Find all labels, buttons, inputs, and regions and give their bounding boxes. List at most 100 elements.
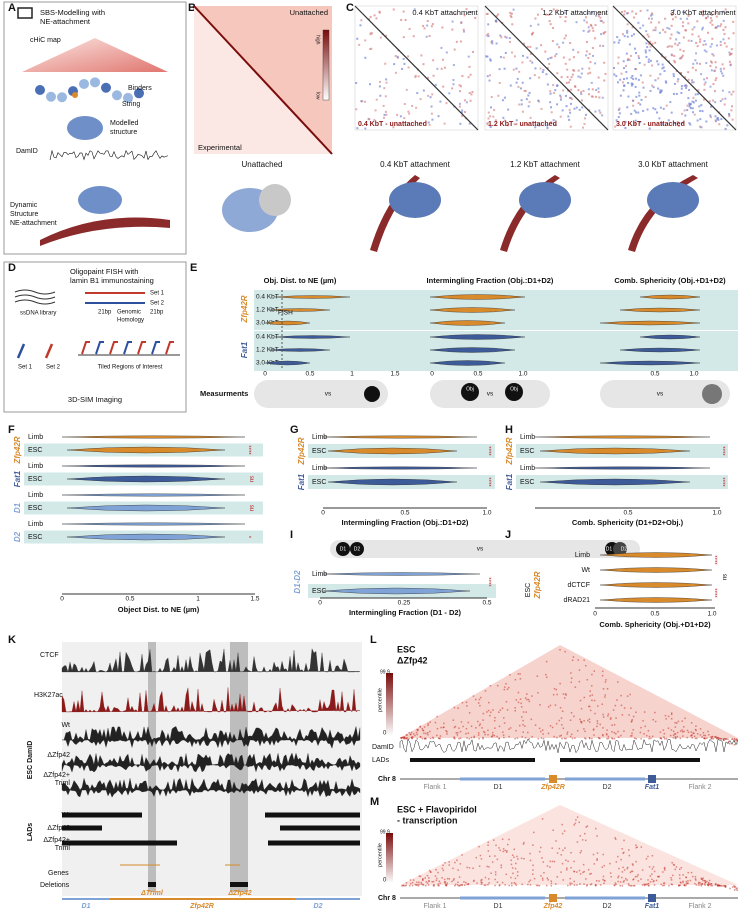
label: Limb	[312, 571, 327, 578]
label: ****	[716, 555, 722, 565]
diff-pixel	[552, 26, 555, 29]
modelled-structure	[67, 116, 103, 140]
diff-pixel	[722, 28, 725, 31]
diff-pixel	[408, 27, 411, 30]
diff-pixel	[696, 45, 699, 48]
diff-pixel	[704, 43, 707, 46]
diff-pixel	[699, 109, 702, 112]
diff-pixel	[668, 27, 671, 30]
diff-pixel	[710, 105, 713, 108]
diff-pixel	[515, 81, 518, 84]
hic-pixel	[427, 733, 429, 736]
hic-pixel	[571, 882, 573, 885]
hic-pixel	[691, 737, 694, 739]
diff-pixel	[452, 64, 455, 67]
diff-pixel	[489, 125, 492, 128]
hic-pixel	[550, 884, 553, 887]
diff-pixel	[659, 73, 662, 76]
hic-pixel	[576, 816, 579, 818]
diff-pixel	[434, 83, 437, 86]
label: Genomic	[117, 310, 141, 316]
diff-pixel	[385, 78, 388, 81]
hic-pixel	[494, 878, 496, 881]
diff-pixel	[468, 91, 471, 94]
diff-pixel	[508, 37, 511, 40]
hic-pixel	[622, 881, 625, 883]
label: Zfp42	[543, 903, 563, 910]
diff-pixel	[692, 101, 695, 104]
hic-pixel	[545, 660, 548, 663]
diagonal	[484, 5, 609, 131]
diff-pixel	[652, 107, 655, 110]
diff-pixel	[709, 60, 712, 63]
diff-pixel	[487, 111, 490, 114]
diff-pixel	[580, 93, 583, 96]
hic-pixel	[611, 731, 613, 733]
diff-pixel	[728, 115, 731, 118]
hic-pixel	[662, 884, 664, 887]
hic-pixel	[524, 725, 526, 727]
hic-pixel	[700, 878, 703, 880]
diff-pixel	[645, 42, 648, 45]
hic-pixel	[644, 884, 646, 887]
diff-pixel	[383, 113, 386, 116]
lad-block	[62, 840, 177, 846]
hic-pixel	[651, 873, 653, 875]
diff-pixel	[625, 52, 628, 55]
diff-pixel	[640, 98, 643, 101]
diff-pixel	[393, 63, 396, 66]
diff-pixel	[511, 51, 514, 54]
diff-pixel	[591, 11, 594, 14]
hic-pixel	[648, 735, 651, 738]
diff-pixel	[556, 84, 559, 87]
hic-pixel	[631, 732, 633, 735]
hic-pixel	[604, 694, 607, 696]
hic-pixel	[417, 728, 419, 731]
hic-pixel	[487, 733, 489, 736]
diff-pixel	[378, 80, 381, 83]
hic-pixel	[596, 722, 599, 725]
label: Fat1	[13, 470, 22, 487]
diff-pixel	[486, 123, 489, 126]
hic-pixel	[576, 841, 579, 843]
diff-pixel	[369, 48, 372, 51]
hic-pixel	[549, 724, 552, 727]
diff-pixel	[594, 37, 597, 40]
diff-pixel	[462, 28, 465, 31]
diff-pixel	[695, 52, 698, 55]
hic-pixel	[696, 733, 699, 735]
diff-pixel	[396, 113, 399, 116]
diff-pixel	[678, 42, 681, 45]
hic-pixel	[690, 731, 693, 733]
diff-pixel	[500, 36, 503, 39]
hic-pixel	[419, 875, 422, 878]
diff-pixel	[613, 41, 616, 44]
damid-track	[399, 738, 738, 754]
diff-pixel	[680, 85, 683, 88]
label: ΔTriml	[140, 890, 164, 897]
hic-pixel	[551, 847, 553, 849]
diff-pixel	[489, 106, 492, 109]
diagonal	[612, 5, 737, 131]
hic-pixel	[710, 884, 712, 887]
diff-pixel	[717, 118, 720, 121]
hic-pixel	[561, 832, 564, 835]
hic-pixel	[501, 838, 504, 840]
diff-pixel	[691, 111, 694, 114]
hic-pixel	[442, 864, 444, 866]
diff-pixel	[729, 52, 732, 55]
violin	[639, 334, 701, 340]
label: 1	[350, 371, 354, 378]
label: Triml	[55, 780, 71, 787]
hic-pixel	[498, 725, 501, 728]
diff-pixel	[495, 15, 498, 18]
diff-pixel	[613, 73, 616, 76]
diff-pixel	[492, 115, 495, 118]
hic-pixel	[610, 717, 612, 719]
hic-pixel	[504, 686, 506, 688]
hic-pixel	[681, 731, 684, 733]
hic-pixel	[628, 849, 630, 851]
hic-pixel	[482, 736, 484, 739]
hic-pixel	[545, 676, 548, 679]
diff-pixel	[426, 20, 429, 23]
